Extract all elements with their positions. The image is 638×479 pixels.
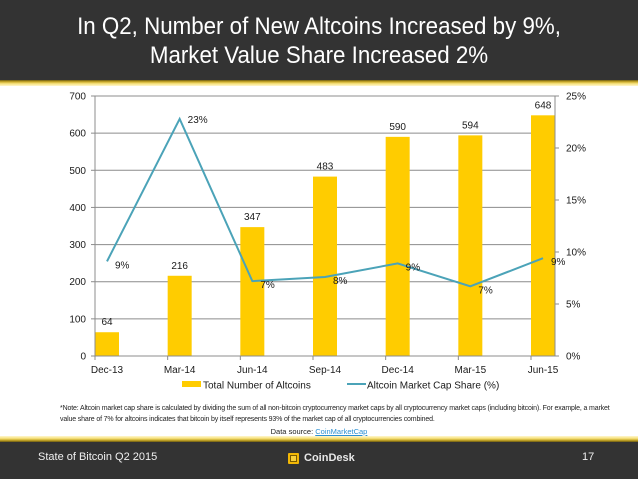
- slide-footer: State of Bitcoin Q2 2015 CoinDesk 17: [0, 442, 638, 479]
- x-axis-tick-label: Jun-15: [528, 365, 559, 376]
- coindesk-logo: CoinDesk: [288, 451, 355, 465]
- line-series: [106, 116, 544, 288]
- line-value-label: 9%: [551, 257, 566, 268]
- footnote: *Note: Altcoin market cap share is calcu…: [60, 405, 610, 423]
- legend-label-bar: Total Number of Altcoins: [203, 381, 311, 392]
- coinmarketcap-link[interactable]: CoinMarketCap: [315, 427, 368, 436]
- bar: [240, 227, 265, 356]
- bar: [385, 136, 410, 356]
- right-axis-tick-label: 25%: [566, 92, 586, 103]
- legend-label-line: Altcoin Market Cap Share (%): [367, 381, 499, 392]
- left-axis-tick-label: 200: [69, 277, 86, 288]
- right-axis-tick-label: 0%: [566, 352, 581, 363]
- bar-value-label: 483: [317, 162, 334, 173]
- left-axis-tick-label: 700: [69, 92, 86, 103]
- slide-header: In Q2, Number of New Altcoins Increased …: [0, 0, 638, 80]
- right-axis-tick-label: 20%: [566, 144, 586, 155]
- page-number: 17: [582, 451, 595, 463]
- x-axis-tick-label: Dec-14: [382, 365, 415, 376]
- line-value-label: 8%: [333, 276, 348, 287]
- line-value-label: 9%: [115, 260, 130, 271]
- left-axis-tick-label: 600: [69, 129, 86, 140]
- bar-value-label: 594: [462, 120, 479, 131]
- line-value-label: 7%: [260, 280, 275, 291]
- header-gold-divider: [0, 80, 638, 86]
- left-axis-tick-label: 100: [69, 314, 86, 325]
- coindesk-logo-text: CoinDesk: [304, 452, 355, 464]
- bar-value-label: 648: [535, 100, 552, 111]
- coindesk-logo-icon: [288, 452, 299, 464]
- bar: [95, 332, 119, 356]
- left-axis-tick-label: 400: [69, 203, 86, 214]
- left-axis-tick-label: 300: [69, 240, 86, 251]
- footer-report-title: State of Bitcoin Q2 2015: [38, 451, 158, 463]
- x-axis-tick-label: Dec-13: [91, 365, 124, 376]
- right-axis-tick-label: 5%: [566, 300, 581, 311]
- right-axis-tick-label: 10%: [566, 248, 586, 259]
- bar: [531, 115, 555, 356]
- bar: [313, 176, 337, 356]
- left-axis-tick-label: 500: [69, 166, 86, 177]
- line-value-label: 23%: [188, 115, 208, 126]
- bar: [458, 135, 483, 356]
- slide-title-line1: In Q2, Number of New Altcoins Increased …: [77, 13, 561, 40]
- bar-value-label: 64: [101, 317, 113, 328]
- data-source-prefix: Data source:: [270, 427, 316, 436]
- x-axis-tick-label: Sep-14: [309, 365, 342, 376]
- bar-series: [95, 115, 555, 356]
- bar-value-label: 347: [244, 212, 261, 223]
- line-value-label: 9%: [406, 262, 421, 273]
- x-axis-tick-label: Mar-14: [164, 365, 196, 376]
- x-axis-tick-label: Jun-14: [237, 365, 268, 376]
- combo-chart: 0 100 200 300 400 500 600 700 0% 5% 10% 15% 20% 25% De…: [69, 92, 586, 392]
- legend: Total Number of Altcoins Altcoin Market …: [182, 381, 499, 392]
- x-axis-tick-label: Mar-15: [454, 365, 486, 376]
- data-labels: 64 216 347 483 590 594 648 9% 23% 7% 8% 9% 7% 9%: [101, 100, 565, 328]
- axes: 0 100 200 300 400 500 600 700 0% 5% 10% 15% 20% 25% De…: [69, 92, 586, 377]
- bar-value-label: 590: [389, 122, 406, 133]
- right-axis-tick-label: 15%: [566, 196, 586, 207]
- slide-title-line2: Market Value Share Increased 2%: [149, 42, 489, 69]
- bar: [167, 275, 192, 356]
- legend-swatch-bar: [182, 381, 201, 387]
- data-source: Data source: CoinMarketCap: [0, 427, 638, 436]
- slide-title: In Q2, Number of New Altcoins Increased …: [22, 12, 615, 70]
- line-value-label: 7%: [478, 285, 493, 296]
- left-axis-tick-label: 0: [80, 352, 86, 363]
- footer-gold-divider: [0, 436, 638, 442]
- bar-value-label: 216: [171, 261, 188, 272]
